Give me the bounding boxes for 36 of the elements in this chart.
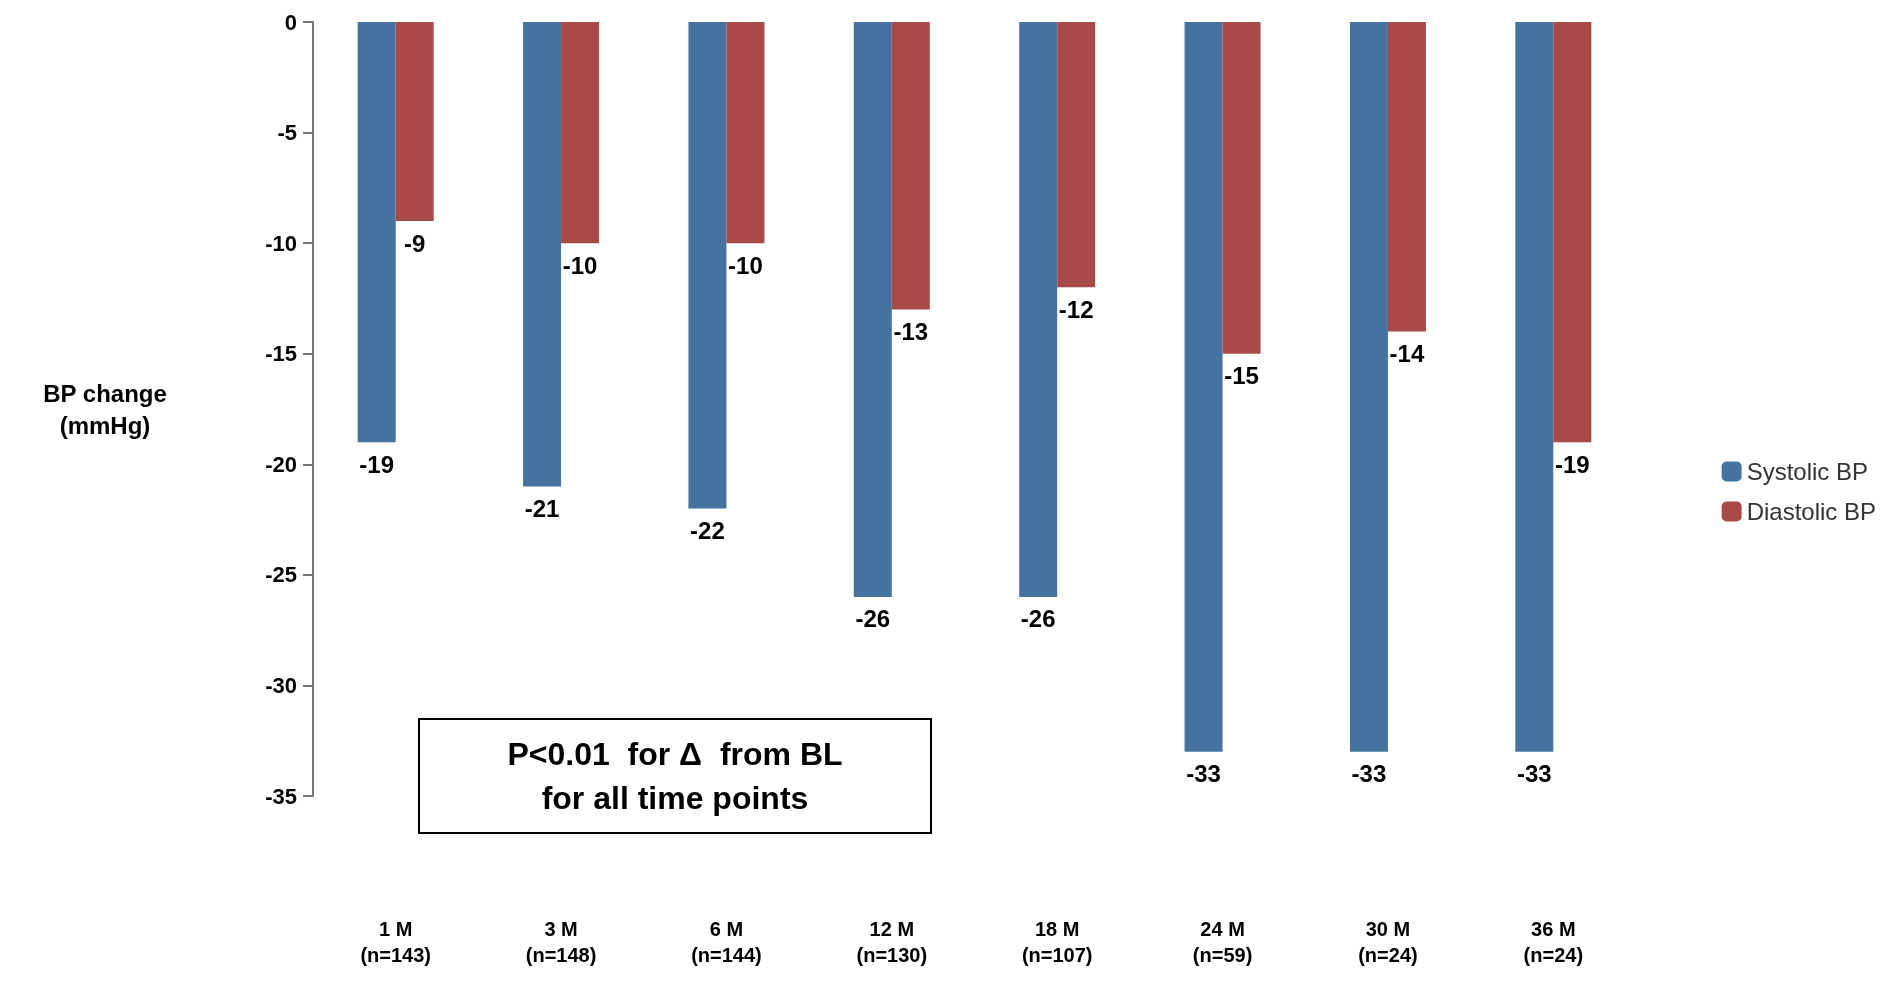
data-label: -33 bbox=[1186, 760, 1221, 788]
y-tick-label: -30 bbox=[265, 672, 297, 698]
data-label: -15 bbox=[1224, 362, 1259, 390]
x-tick-label: 36 M (n=24) bbox=[1523, 918, 1584, 966]
data-label: -33 bbox=[1516, 760, 1552, 788]
x-tick-label: 6 M (n=144) bbox=[691, 918, 762, 966]
data-label: -26 bbox=[1020, 605, 1056, 633]
data-label: -9 bbox=[404, 229, 426, 257]
y-tick-label: -20 bbox=[265, 451, 297, 477]
y-axis-title: BP change (mmHg) bbox=[43, 379, 167, 439]
annotation: P<0.01 for Δ from BL for all time points bbox=[506, 735, 844, 818]
legend-label: Diastolic BP bbox=[1746, 498, 1876, 525]
y-tick-label: -15 bbox=[265, 341, 297, 367]
y-tick-label: -35 bbox=[265, 783, 297, 809]
data-label: -19 bbox=[1554, 450, 1590, 478]
x-tick-label: 18 M (n=107) bbox=[1021, 918, 1093, 966]
data-label: -26 bbox=[855, 605, 891, 633]
y-tick-label: -5 bbox=[277, 120, 297, 146]
data-label: -21 bbox=[524, 494, 560, 522]
data-label: -22 bbox=[690, 517, 725, 545]
x-tick-label: 30 M (n=24) bbox=[1358, 918, 1418, 966]
y-tick-label: -25 bbox=[265, 562, 297, 588]
y-tick-label: -10 bbox=[265, 230, 297, 256]
data-label: -19 bbox=[359, 450, 395, 478]
data-label: -10 bbox=[728, 251, 763, 279]
data-label: -13 bbox=[893, 317, 929, 345]
x-tick-label: 12 M (n=130) bbox=[856, 918, 928, 966]
data-label: -14 bbox=[1389, 340, 1425, 368]
x-tick-label: 1 M (n=143) bbox=[360, 918, 431, 966]
data-label: -33 bbox=[1351, 760, 1387, 788]
y-tick-label: 0 bbox=[284, 9, 297, 35]
data-label: -12 bbox=[1058, 295, 1094, 323]
legend-label: Systolic BP bbox=[1746, 458, 1868, 485]
x-tick-label: 24 M (n=59) bbox=[1192, 918, 1253, 966]
x-tick-label: 3 M (n=148) bbox=[525, 918, 597, 966]
data-label: -10 bbox=[562, 251, 598, 279]
